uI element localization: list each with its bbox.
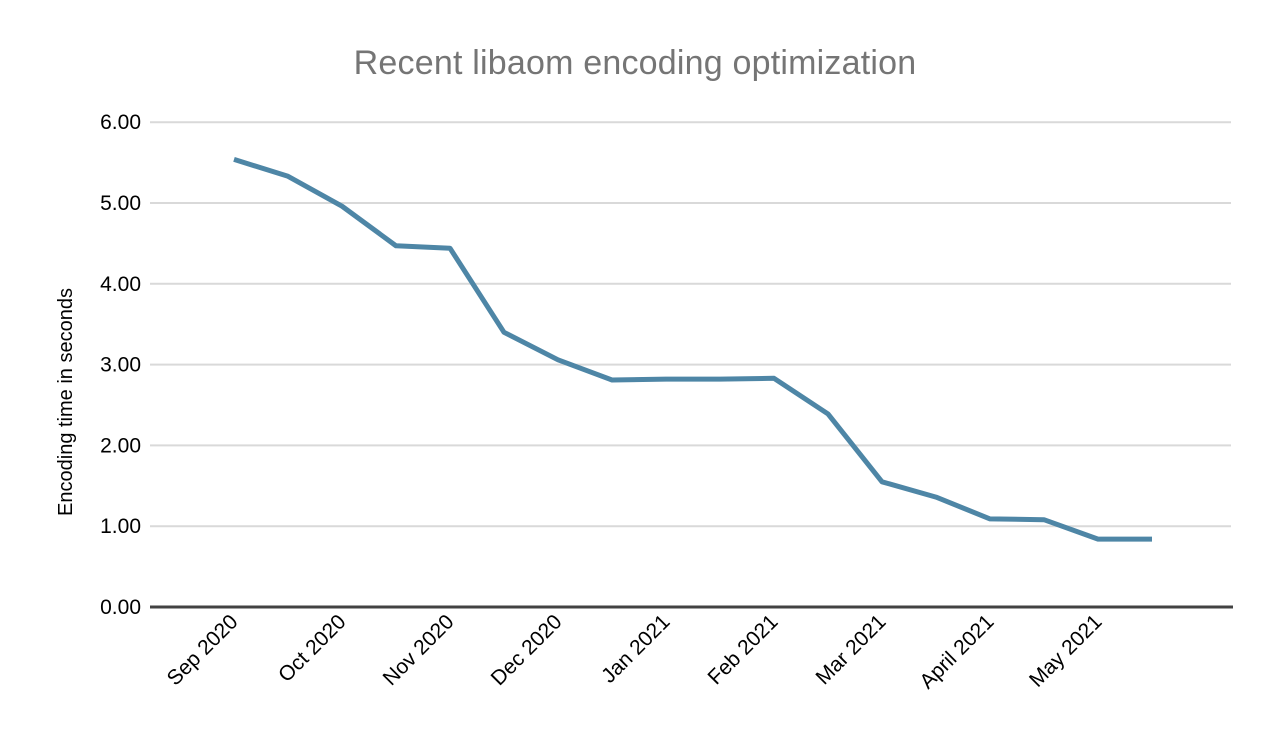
chart-title: Recent libaom encoding optimization <box>353 44 917 82</box>
x-axis-label: Oct 2020 <box>274 610 351 687</box>
y-axis-tick-labels: 0.00 1.00 2.00 3.00 4.00 5.00 6.00 <box>100 111 141 619</box>
gridlines <box>150 121 1231 528</box>
x-axis-label: Nov 2020 <box>379 610 459 690</box>
x-axis-label: May 2021 <box>1025 610 1106 691</box>
x-axis-label: Feb 2021 <box>704 610 783 689</box>
x-axis-label: Mar 2021 <box>812 610 891 689</box>
x-axis-label: April 2021 <box>915 610 998 693</box>
x-axis-labels: Sep 2020 Oct 2020 Nov 2020 Dec 2020 Jan 2021… <box>163 610 1107 693</box>
x-axis-label: Jan 2021 <box>597 610 674 687</box>
y-tick-label: 0.00 <box>100 596 141 619</box>
data-series-line <box>233 157 1152 542</box>
y-tick-label: 3.00 <box>100 354 141 377</box>
x-axis-label: Dec 2020 <box>487 610 567 690</box>
y-tick-label: 1.00 <box>100 515 141 538</box>
y-tick-label: 2.00 <box>100 434 141 457</box>
x-axis-label: Sep 2020 <box>163 610 243 690</box>
y-axis-title: Encoding time in seconds <box>55 288 77 516</box>
y-tick-label: 6.00 <box>100 111 141 134</box>
y-tick-label: 5.00 <box>100 192 141 215</box>
y-tick-label: 4.00 <box>100 273 141 296</box>
